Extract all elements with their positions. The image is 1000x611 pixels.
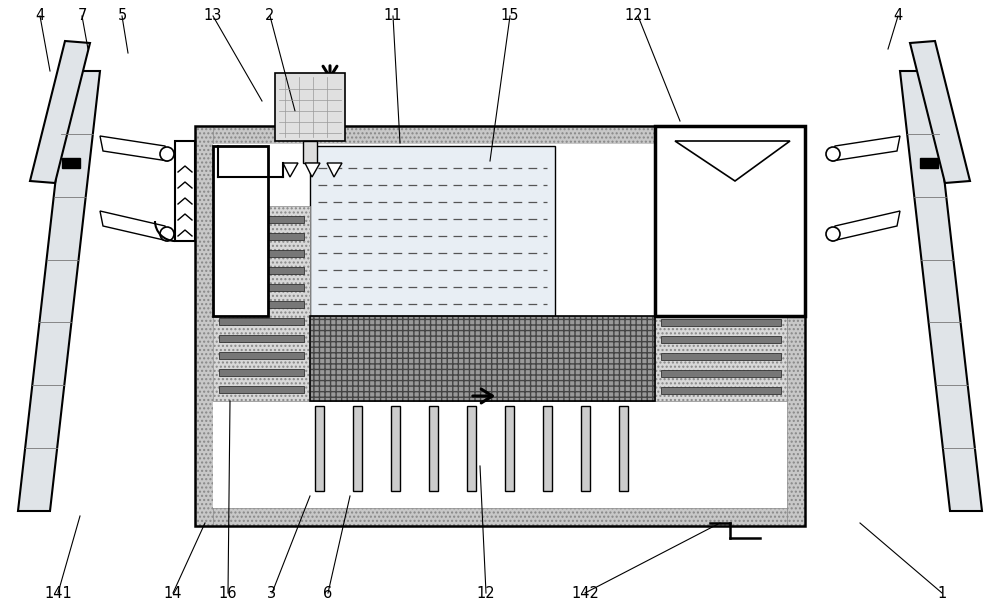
- Bar: [219, 284, 304, 291]
- Bar: [213, 144, 787, 508]
- Text: 121: 121: [624, 9, 652, 23]
- Text: 12: 12: [477, 585, 495, 601]
- Text: 142: 142: [571, 585, 599, 601]
- Bar: [661, 302, 781, 309]
- Bar: [310, 316, 655, 401]
- Bar: [391, 406, 400, 491]
- Bar: [310, 316, 555, 326]
- Bar: [195, 508, 805, 526]
- Bar: [219, 250, 304, 257]
- Bar: [219, 267, 304, 274]
- Bar: [195, 126, 805, 526]
- Text: 6: 6: [323, 585, 333, 601]
- Polygon shape: [100, 211, 168, 241]
- Polygon shape: [100, 136, 168, 161]
- Bar: [213, 206, 310, 401]
- Text: 141: 141: [44, 585, 72, 601]
- Polygon shape: [832, 136, 900, 161]
- Bar: [920, 158, 938, 168]
- Bar: [661, 251, 781, 258]
- Polygon shape: [283, 163, 298, 177]
- Text: 1: 1: [937, 585, 947, 601]
- Text: 13: 13: [204, 9, 222, 23]
- Bar: [219, 301, 304, 308]
- Polygon shape: [327, 163, 342, 177]
- Bar: [195, 126, 805, 144]
- Bar: [581, 406, 590, 491]
- Bar: [661, 387, 781, 394]
- Polygon shape: [18, 71, 100, 511]
- Bar: [429, 406, 438, 491]
- Text: 14: 14: [164, 585, 182, 601]
- Bar: [661, 234, 781, 241]
- Bar: [661, 285, 781, 292]
- Bar: [195, 126, 213, 526]
- Bar: [661, 319, 781, 326]
- Bar: [655, 151, 787, 401]
- Bar: [655, 126, 805, 316]
- Bar: [661, 200, 781, 207]
- Bar: [787, 126, 805, 526]
- Circle shape: [826, 147, 840, 161]
- Bar: [619, 406, 628, 491]
- Polygon shape: [832, 211, 900, 241]
- Bar: [467, 406, 476, 491]
- Text: 4: 4: [35, 9, 45, 23]
- Bar: [505, 406, 514, 491]
- Bar: [661, 336, 781, 343]
- Bar: [310, 146, 555, 316]
- Circle shape: [160, 147, 174, 161]
- Text: 5: 5: [117, 9, 127, 23]
- Bar: [310, 316, 655, 401]
- Bar: [315, 406, 324, 491]
- Text: 3: 3: [267, 585, 277, 601]
- Bar: [219, 318, 304, 325]
- Bar: [275, 73, 345, 141]
- Text: 4: 4: [893, 9, 903, 23]
- Text: 7: 7: [77, 9, 87, 23]
- Bar: [219, 335, 304, 342]
- Text: 11: 11: [384, 9, 402, 23]
- Polygon shape: [305, 163, 320, 177]
- Text: 2: 2: [265, 9, 275, 23]
- Bar: [661, 217, 781, 224]
- Bar: [661, 353, 781, 360]
- Circle shape: [826, 227, 840, 241]
- Polygon shape: [30, 41, 90, 183]
- Bar: [303, 141, 317, 163]
- Text: 16: 16: [219, 585, 237, 601]
- Text: 15: 15: [501, 9, 519, 23]
- Bar: [175, 141, 195, 241]
- Bar: [219, 233, 304, 240]
- Bar: [213, 146, 268, 316]
- Bar: [219, 369, 304, 376]
- Bar: [661, 166, 781, 173]
- Bar: [661, 268, 781, 275]
- Polygon shape: [900, 71, 982, 511]
- Polygon shape: [910, 41, 970, 183]
- Bar: [219, 216, 304, 223]
- Bar: [219, 352, 304, 359]
- Bar: [543, 406, 552, 491]
- Bar: [661, 183, 781, 190]
- Bar: [219, 386, 304, 393]
- Circle shape: [160, 227, 174, 241]
- Bar: [62, 158, 80, 168]
- Bar: [353, 406, 362, 491]
- Bar: [661, 370, 781, 377]
